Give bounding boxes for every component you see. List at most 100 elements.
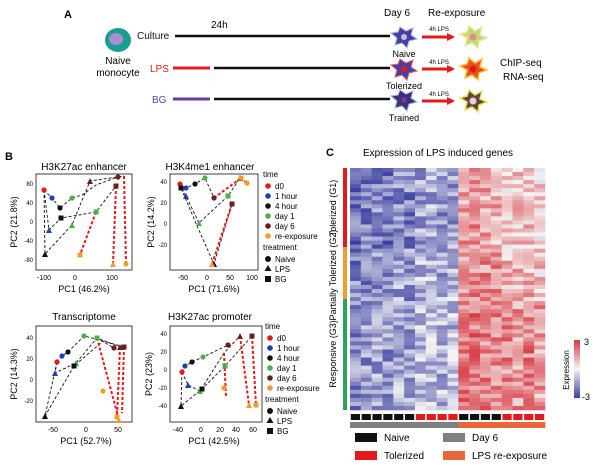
heatmap-cell <box>447 325 459 330</box>
heatmap-cell <box>436 268 448 274</box>
heatmap-cell <box>512 309 524 314</box>
heatmap-cell <box>480 192 492 197</box>
heatmap-cell <box>415 341 427 346</box>
heatmap-cell <box>415 220 427 225</box>
heatmap-cell <box>534 381 546 387</box>
heatmap-cell <box>404 184 416 189</box>
treatment-legend-lps: LPS <box>275 265 290 274</box>
heatmap-cell <box>371 212 383 217</box>
heatmap-cell <box>360 357 372 362</box>
heatmap-cell <box>458 357 470 362</box>
sample-treatment-cell <box>524 414 534 420</box>
heatmap-cell <box>501 297 513 302</box>
heatmap-cell <box>469 232 481 237</box>
heatmap-cell <box>512 276 524 282</box>
heatmap-cell <box>501 280 513 286</box>
heatmap-cell <box>490 264 502 270</box>
heatmap-cell <box>512 236 524 241</box>
heatmap-cell <box>447 256 459 262</box>
heatmap-cell <box>382 317 394 322</box>
heatmap-cell <box>360 345 372 350</box>
heatmap-cell <box>371 260 383 266</box>
heatmap-cell <box>382 401 394 407</box>
heatmap-cell <box>415 297 427 302</box>
heatmap-cell <box>458 260 470 266</box>
heatmap-cell <box>360 289 372 294</box>
heatmap-cell <box>523 252 535 258</box>
heatmap-cell <box>350 208 362 213</box>
plot2-markers <box>177 175 250 267</box>
heatmap-cell <box>360 268 372 274</box>
heatmap-cell <box>350 200 362 205</box>
heatmap-cell <box>480 212 492 217</box>
heatmap-cell <box>415 373 427 379</box>
heatmap-cell <box>534 184 546 189</box>
heatmap-cell <box>490 377 502 383</box>
heatmap-cell <box>360 240 372 245</box>
heatmap-cell <box>534 289 546 294</box>
heatmap-cell <box>490 232 502 237</box>
heatmap-cell <box>447 369 459 374</box>
heatmap-cell <box>415 305 427 310</box>
heatmap-cell <box>436 305 448 310</box>
heatmap-cell <box>447 228 459 233</box>
heatmap-cell <box>393 260 405 266</box>
heatmap-cell <box>360 224 372 229</box>
heatmap-cell <box>469 200 481 205</box>
heatmap-cell <box>425 216 437 221</box>
heatmap-cell <box>458 393 470 399</box>
heatmap-cell <box>425 244 437 249</box>
heatmap-cell <box>393 180 405 185</box>
heatmap-cell <box>512 365 524 370</box>
heatmap-cell <box>447 280 459 286</box>
heatmap-cell <box>490 212 502 217</box>
heatmap-cell <box>458 325 470 330</box>
heatmap-cell <box>458 297 470 302</box>
heatmap-cell <box>501 397 513 403</box>
heatmap-cell <box>382 349 394 354</box>
heatmap-cell <box>458 224 470 229</box>
heatmap-cell <box>512 353 524 358</box>
heatmap-cell <box>415 216 427 221</box>
heatmap-cell <box>425 353 437 358</box>
heatmap-cell <box>512 216 524 221</box>
heatmap-cell <box>469 301 481 306</box>
heatmap-cell <box>436 293 448 298</box>
heatmap-cell <box>382 216 394 221</box>
heatmap-cell <box>360 244 372 249</box>
heatmap-cell <box>490 329 502 334</box>
heatmap-cell <box>512 200 524 205</box>
heatmap-cell <box>350 289 362 294</box>
plot3-xtick-3: 50 <box>114 427 122 434</box>
heatmap-cell <box>458 365 470 370</box>
heatmap-cell <box>371 385 383 391</box>
heatmap-cell <box>371 284 383 290</box>
heatmap-cell <box>393 289 405 294</box>
heatmap-cell <box>436 297 448 302</box>
group-bar-g3 <box>343 299 347 410</box>
heatmap-cell <box>501 188 513 193</box>
heatmap-cell <box>382 172 394 177</box>
monocyte-cell-icon <box>105 28 131 52</box>
heatmap-cell <box>371 176 383 181</box>
heatmap-cell <box>512 389 524 395</box>
heatmap-cell <box>534 172 546 177</box>
heatmap-cell <box>371 216 383 221</box>
heatmap-cell <box>415 176 427 181</box>
heatmap-cell <box>523 313 535 318</box>
heatmap-cell <box>350 381 362 387</box>
heatmap-cell <box>523 232 535 237</box>
heatmap-cell <box>415 232 427 237</box>
heatmap-cell <box>501 341 513 346</box>
heatmap-cell <box>425 280 437 286</box>
heatmap-cell <box>447 168 459 173</box>
heatmap-cell <box>350 180 362 185</box>
heatmap-cell <box>490 192 502 197</box>
sample-treatment-cell <box>491 414 501 420</box>
heatmap-cell <box>382 224 394 229</box>
heatmap-cell <box>534 297 546 302</box>
heatmap-cell <box>436 276 448 282</box>
sample-treatment-cell <box>448 414 458 420</box>
heatmap-cell <box>350 212 362 217</box>
heatmap-cell <box>458 353 470 358</box>
